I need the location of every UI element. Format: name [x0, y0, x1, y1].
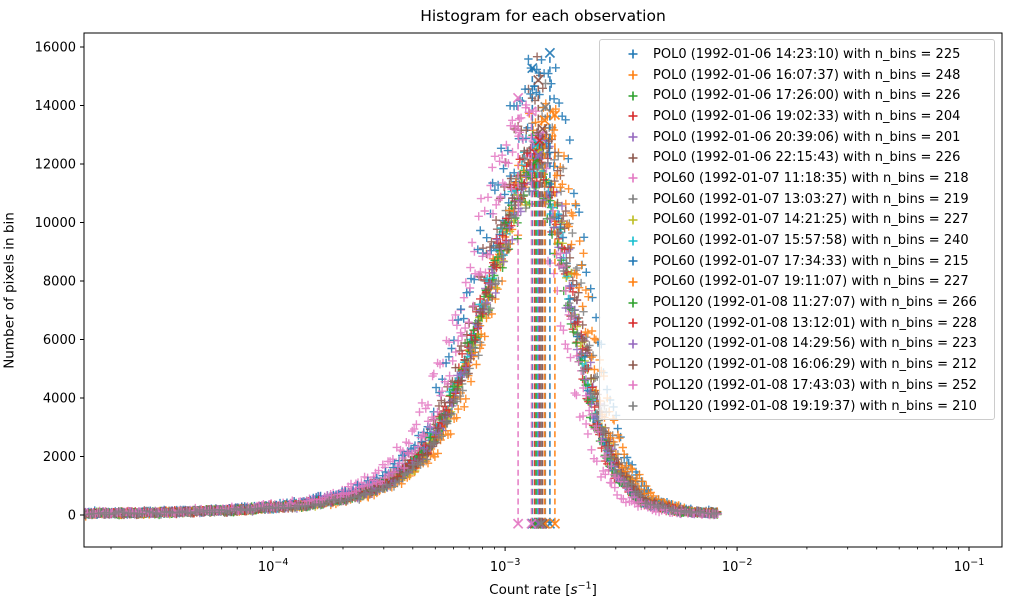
legend-marker-plus-icon [628, 380, 638, 390]
series-vline-x-markers-5 [533, 74, 544, 529]
y-tick-label: 4000 [43, 392, 76, 407]
plot-area [84, 47, 723, 529]
legend-entry-label: POL120 (1992-01-08 13:12:01) with n_bins… [653, 315, 977, 331]
legend-marker-plus-icon [628, 111, 638, 121]
legend-entry: POL60 (1992-01-07 13:03:27) with n_bins … [608, 189, 994, 210]
y-tick-label: 16000 [35, 41, 76, 56]
legend-entry: POL0 (1992-01-06 14:23:10) with n_bins =… [608, 44, 994, 65]
legend-entry: POL120 (1992-01-08 11:27:07) with n_bins… [608, 292, 994, 313]
legend-entry: POL120 (1992-01-08 19:19:37) with n_bins… [608, 396, 994, 417]
legend-entry: POL0 (1992-01-06 22:15:43) with n_bins =… [608, 147, 994, 168]
legend-entry: POL60 (1992-01-07 17:34:33) with n_bins … [608, 251, 994, 272]
legend-entry: POL0 (1992-01-06 16:07:37) with n_bins =… [608, 65, 994, 86]
legend-entry: POL60 (1992-01-07 14:21:25) with n_bins … [608, 210, 994, 231]
legend-marker-plus-icon [628, 49, 638, 59]
x-tick-label: 10−4 [258, 557, 289, 575]
legend-marker-plus-icon [628, 339, 638, 349]
legend-entry-label: POL120 (1992-01-08 17:43:03) with n_bins… [653, 377, 977, 393]
y-tick-label: 2000 [43, 450, 76, 465]
legend-entry-label: POL0 (1992-01-06 16:07:37) with n_bins =… [653, 67, 961, 83]
chart-title: Histogram for each observation [420, 7, 666, 25]
legend-entry-label: POL120 (1992-01-08 19:19:37) with n_bins… [653, 398, 977, 414]
legend-entry: POL60 (1992-01-07 11:18:35) with n_bins … [608, 168, 994, 189]
legend-entry-label: POL0 (1992-01-06 17:26:00) with n_bins =… [653, 88, 961, 104]
legend-marker-plus-icon [628, 256, 638, 266]
x-tick-label: 10−1 [954, 557, 985, 575]
x-tick-label: 10−2 [722, 557, 753, 575]
legend-entry-label: POL0 (1992-01-06 20:39:06) with n_bins =… [653, 129, 961, 145]
x-axis-label-sup: −1 [577, 580, 592, 592]
legend: POL0 (1992-01-06 14:23:10) with n_bins =… [599, 39, 995, 420]
x-axis-label: Count rate [s−1] [84, 580, 1002, 598]
y-tick-label: 0 [68, 509, 76, 524]
legend-entry: POL60 (1992-01-07 15:57:58) with n_bins … [608, 230, 994, 251]
legend-entry-label: POL0 (1992-01-06 22:15:43) with n_bins =… [653, 150, 961, 166]
y-axis-label: Number of pixels in bin [1, 212, 18, 369]
legend-marker-plus-icon [628, 91, 638, 101]
legend-marker-plus-icon [628, 401, 638, 411]
legend-marker-plus-icon [628, 318, 638, 328]
series-vline-x-markers-8 [535, 144, 546, 529]
x-axis-label-pre: Count rate [ [489, 582, 571, 598]
legend-entry-label: POL120 (1992-01-08 16:06:29) with n_bins… [653, 357, 977, 373]
legend-marker-plus-icon [628, 298, 638, 308]
legend-marker-plus-icon [628, 132, 638, 142]
legend-entry: POL0 (1992-01-06 17:26:00) with n_bins =… [608, 85, 994, 106]
series-vline-x-markers-16 [526, 106, 537, 529]
legend-entry: POL0 (1992-01-06 20:39:06) with n_bins =… [608, 127, 994, 148]
y-tick-label: 10000 [35, 216, 76, 231]
legend-marker-plus-icon [628, 194, 638, 204]
series-vline-x-markers-6 [512, 92, 524, 529]
legend-marker-plus-icon [628, 153, 638, 163]
legend-entry-label: POL120 (1992-01-08 14:29:56) with n_bins… [653, 336, 977, 352]
y-axis-ticks: 0 2000 4000 6000 8000 10000 12000 14000 16000 [35, 41, 84, 524]
x-axis-label-var: s [570, 582, 578, 598]
series-vline-x-markers-10 [527, 62, 538, 529]
legend-entry: POL60 (1992-01-07 19:11:07) with n_bins … [608, 272, 994, 293]
x-axis-label-post: ] [591, 582, 597, 598]
y-tick-label: 14000 [35, 99, 76, 114]
series-vline-x-markers-13 [534, 135, 545, 529]
series-vline-x-markers-0 [544, 47, 556, 529]
series-points-17 [84, 151, 721, 519]
legend-entry-label: POL60 (1992-01-07 15:57:58) with n_bins … [653, 233, 969, 249]
legend-entry-label: POL60 (1992-01-07 17:34:33) with n_bins … [653, 253, 969, 269]
legend-entry-label: POL60 (1992-01-07 19:11:07) with n_bins … [653, 274, 969, 290]
x-axis-ticks [110, 547, 970, 551]
legend-entry: POL120 (1992-01-08 17:43:03) with n_bins… [608, 375, 994, 396]
legend-entry: POL120 (1992-01-08 14:29:56) with n_bins… [608, 334, 994, 355]
legend-entry-label: POL0 (1992-01-06 14:23:10) with n_bins =… [653, 46, 961, 62]
legend-entry: POL0 (1992-01-06 19:02:33) with n_bins =… [608, 106, 994, 127]
legend-entry-label: POL120 (1992-01-08 11:27:07) with n_bins… [653, 295, 977, 311]
series-vline-x-markers-14 [533, 149, 544, 529]
legend-marker-plus-icon [628, 215, 638, 225]
y-tick-label: 6000 [43, 333, 76, 348]
legend-entry-label: POL60 (1992-01-07 11:18:35) with n_bins … [653, 170, 969, 186]
legend-entry-label: POL60 (1992-01-07 14:21:25) with n_bins … [653, 212, 969, 228]
y-tick-label: 8000 [43, 275, 76, 290]
legend-marker-plus-icon [628, 70, 638, 80]
axes-spines [83, 32, 1003, 548]
y-tick-label: 12000 [35, 158, 76, 173]
series-vline-x-markers-15 [537, 123, 548, 529]
x-tick-label: 10−3 [490, 557, 521, 575]
legend-marker-plus-icon [628, 236, 638, 246]
legend-marker-plus-icon [628, 360, 638, 370]
series-vline-x-markers-11 [539, 114, 550, 529]
legend-marker-plus-icon [628, 173, 638, 183]
series-vline-x-markers-12 [530, 155, 542, 529]
legend-entry: POL120 (1992-01-08 16:06:29) with n_bins… [608, 354, 994, 375]
legend-entry-label: POL60 (1992-01-07 13:03:27) with n_bins … [653, 191, 969, 207]
legend-marker-plus-icon [628, 277, 638, 287]
series-vline-x-markers-1 [549, 109, 561, 529]
series-vline-x-markers-7 [540, 101, 551, 529]
legend-entry-label: POL0 (1992-01-06 19:02:33) with n_bins =… [653, 108, 961, 124]
legend-entry: POL120 (1992-01-08 13:12:01) with n_bins… [608, 313, 994, 334]
series-vline-x-markers-17 [535, 161, 547, 529]
